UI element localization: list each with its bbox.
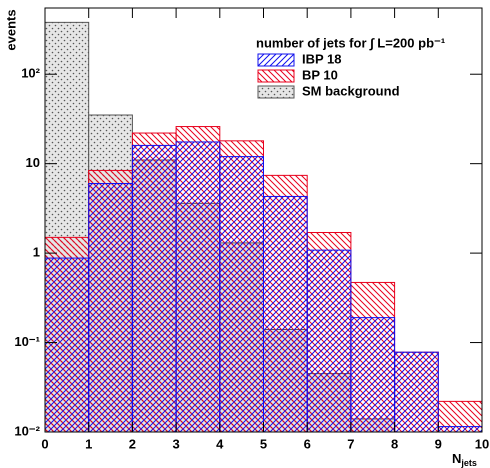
histogram-bar bbox=[437, 426, 483, 433]
histogram-bar bbox=[263, 195, 308, 433]
x-tick-label: 2 bbox=[129, 436, 136, 451]
legend: number of jets for ∫ L=200 pb⁻¹ IBP 18BP… bbox=[256, 35, 445, 99]
histogram-bar bbox=[88, 183, 133, 433]
x-tick-label: 0 bbox=[41, 436, 48, 451]
histogram-bar bbox=[44, 257, 90, 433]
x-tick-label: 10 bbox=[475, 436, 489, 451]
x-tick-label: 4 bbox=[216, 436, 224, 451]
legend-label: BP 10 bbox=[302, 67, 338, 82]
histogram-bar bbox=[219, 156, 265, 433]
x-tick-label: 6 bbox=[304, 436, 311, 451]
x-tick-label: 9 bbox=[435, 436, 442, 451]
legend-title: number of jets for ∫ L=200 pb⁻¹ bbox=[256, 35, 445, 50]
legend-swatch bbox=[257, 53, 295, 67]
y-tick-label: 10 bbox=[26, 155, 40, 170]
legend-label: SM background bbox=[302, 83, 400, 98]
x-axis-label-main: N bbox=[452, 451, 461, 466]
legend-label: IBP 18 bbox=[302, 51, 342, 66]
x-axis-label-sub: jets bbox=[460, 458, 477, 468]
x-tick-label: 1 bbox=[85, 436, 92, 451]
x-tick-label: 3 bbox=[172, 436, 179, 451]
y-tick-label: 1 bbox=[33, 245, 40, 260]
x-tick-label: 7 bbox=[347, 436, 354, 451]
histogram-bar bbox=[131, 144, 177, 433]
y-tick-label: 10² bbox=[21, 66, 40, 81]
legend-swatch bbox=[257, 69, 295, 83]
y-tick-label: 10⁻¹ bbox=[14, 334, 40, 349]
histogram-bar bbox=[306, 249, 352, 433]
x-axis-label: Njets bbox=[452, 451, 477, 468]
y-axis-label: events bbox=[3, 9, 18, 50]
histogram-bar bbox=[175, 141, 221, 433]
x-tick-label: 5 bbox=[260, 436, 267, 451]
y-tick-label: 10⁻² bbox=[14, 423, 40, 438]
x-tick-label: 8 bbox=[391, 436, 398, 451]
histogram-bar bbox=[350, 317, 396, 433]
legend-swatch bbox=[257, 85, 295, 99]
histogram-bar bbox=[394, 351, 439, 433]
